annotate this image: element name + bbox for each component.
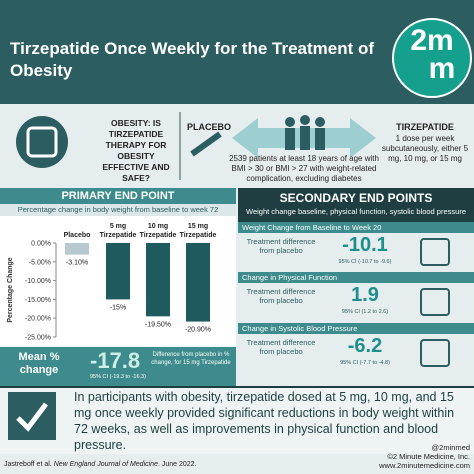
study-icons — [16, 112, 376, 180]
y-axis-title: Percentage Change — [7, 257, 14, 322]
item-ci: 95% CI (-7.7 to -4.8) — [340, 360, 390, 366]
logo-text: m — [428, 52, 456, 85]
item-icon — [420, 339, 450, 367]
check-icon — [8, 392, 56, 440]
y-tick-label: -15.00% — [25, 297, 51, 304]
category-label: 5 mg Tirzepatide — [100, 223, 137, 239]
title: Tirzepatide Once Weekly for the Treatmen… — [10, 39, 375, 80]
item-body — [238, 334, 474, 386]
y-tick-label: -5.00% — [29, 259, 51, 266]
bar — [186, 243, 210, 322]
category-label-line: Tirzepatide — [100, 232, 137, 239]
panel-subtitle: Percentage change in body weight from ba… — [0, 204, 236, 216]
item-label: Treatment difference from placebo — [246, 338, 316, 356]
item-value: -10.1 — [342, 234, 388, 256]
people-icon — [285, 115, 325, 150]
mean-label: Mean % change — [18, 351, 60, 376]
y-tick-label: -20.00% — [25, 316, 51, 323]
item-label: Treatment difference from placebo — [246, 287, 316, 305]
mean-ci: 95% CI (-19.3 to -16.3) — [90, 374, 146, 380]
value-label: -3.10% — [66, 260, 88, 267]
credits: @2minmed ©2 Minute Medicine, Inc. www.2m… — [379, 443, 470, 470]
y-tick-label: -10.00% — [25, 278, 51, 285]
item-icon — [420, 288, 450, 316]
bar — [106, 243, 130, 300]
item-ci: 95% CI (1.2 to 2.6) — [341, 309, 389, 315]
arm-label: PLACEBO — [187, 122, 232, 132]
panel-heading: PRIMARY END POINT — [0, 188, 236, 204]
handle: @2minmed — [431, 443, 470, 452]
category-label-line: 15 mg — [188, 223, 208, 230]
category-label-line: 10 mg — [148, 223, 168, 230]
category-label-line: Tirzepatide — [180, 232, 217, 239]
website: www.2minutemedicine.com — [379, 461, 470, 470]
citation-authors: Jastreboff et al. — [4, 461, 52, 468]
value-label: -15% — [110, 304, 126, 311]
category-label: Placebo — [64, 232, 91, 239]
category-label-line: 5 mg — [110, 223, 126, 230]
arm-detail: 1 dose per week subcutaneously, either 5… — [381, 134, 469, 163]
copyright: ©2 Minute Medicine, Inc. — [387, 452, 470, 461]
category-label: 15 mg Tirzepatide — [180, 223, 217, 239]
arm-label: TIRZEPATIDE — [396, 122, 454, 132]
item-title: Change in Physical Function — [238, 272, 474, 283]
question: OBESITY: IS TIRZEPATIDE THERAPY FOR OBES… — [102, 118, 170, 183]
item-value: 1.9 — [351, 284, 379, 306]
citation: Jastreboff et al. New England Journal of… — [4, 461, 197, 468]
bar — [146, 243, 170, 317]
bar — [65, 243, 89, 255]
value-label: -20.90% — [185, 327, 211, 334]
logo-text: 2m — [410, 24, 454, 57]
mean-note: Difference from placebo in % change, for… — [151, 352, 231, 366]
citation-journal: New England Journal of Medicine — [53, 461, 158, 468]
bar-chart: 0.00% -5.00% -10.00% -15.00% -20.00% -25.00% P… — [7, 223, 217, 342]
item-title: Change in Systolic Blood Pressure — [238, 323, 474, 334]
population: 2539 patients at least 18 years of age w… — [229, 154, 379, 183]
conclusion: In participants with obesity, tirzepatid… — [74, 390, 455, 452]
check-icon — [16, 402, 48, 432]
mean-row — [0, 347, 236, 386]
citation-date: . June 2022. — [157, 461, 197, 468]
item-icon — [420, 238, 450, 266]
scale-icon — [26, 126, 58, 158]
panel-heading: SECONDARY END POINTS — [279, 191, 433, 205]
item-ci: 95% CI (-10.7 to -9.6) — [338, 259, 392, 265]
logo — [392, 18, 472, 98]
conclusion-box — [0, 386, 474, 454]
value-label: -19.50% — [145, 321, 171, 328]
category-label-line: Tirzepatide — [140, 232, 177, 239]
mean-value: -17.8 — [90, 348, 141, 373]
panel-subtitle: Weight change baseline, physical functio… — [246, 207, 466, 216]
y-tick-label: 0.00% — [31, 241, 51, 248]
category-label: 10 mg Tirzepatide — [140, 223, 177, 239]
y-tick-label: -25.00% — [25, 335, 51, 342]
item-title: Weight Change from Baseline to Week 20 — [238, 222, 474, 233]
item-label: Treatment difference from placebo — [246, 237, 316, 255]
syringe-icon — [190, 131, 222, 157]
item-value: -6.2 — [347, 335, 383, 357]
